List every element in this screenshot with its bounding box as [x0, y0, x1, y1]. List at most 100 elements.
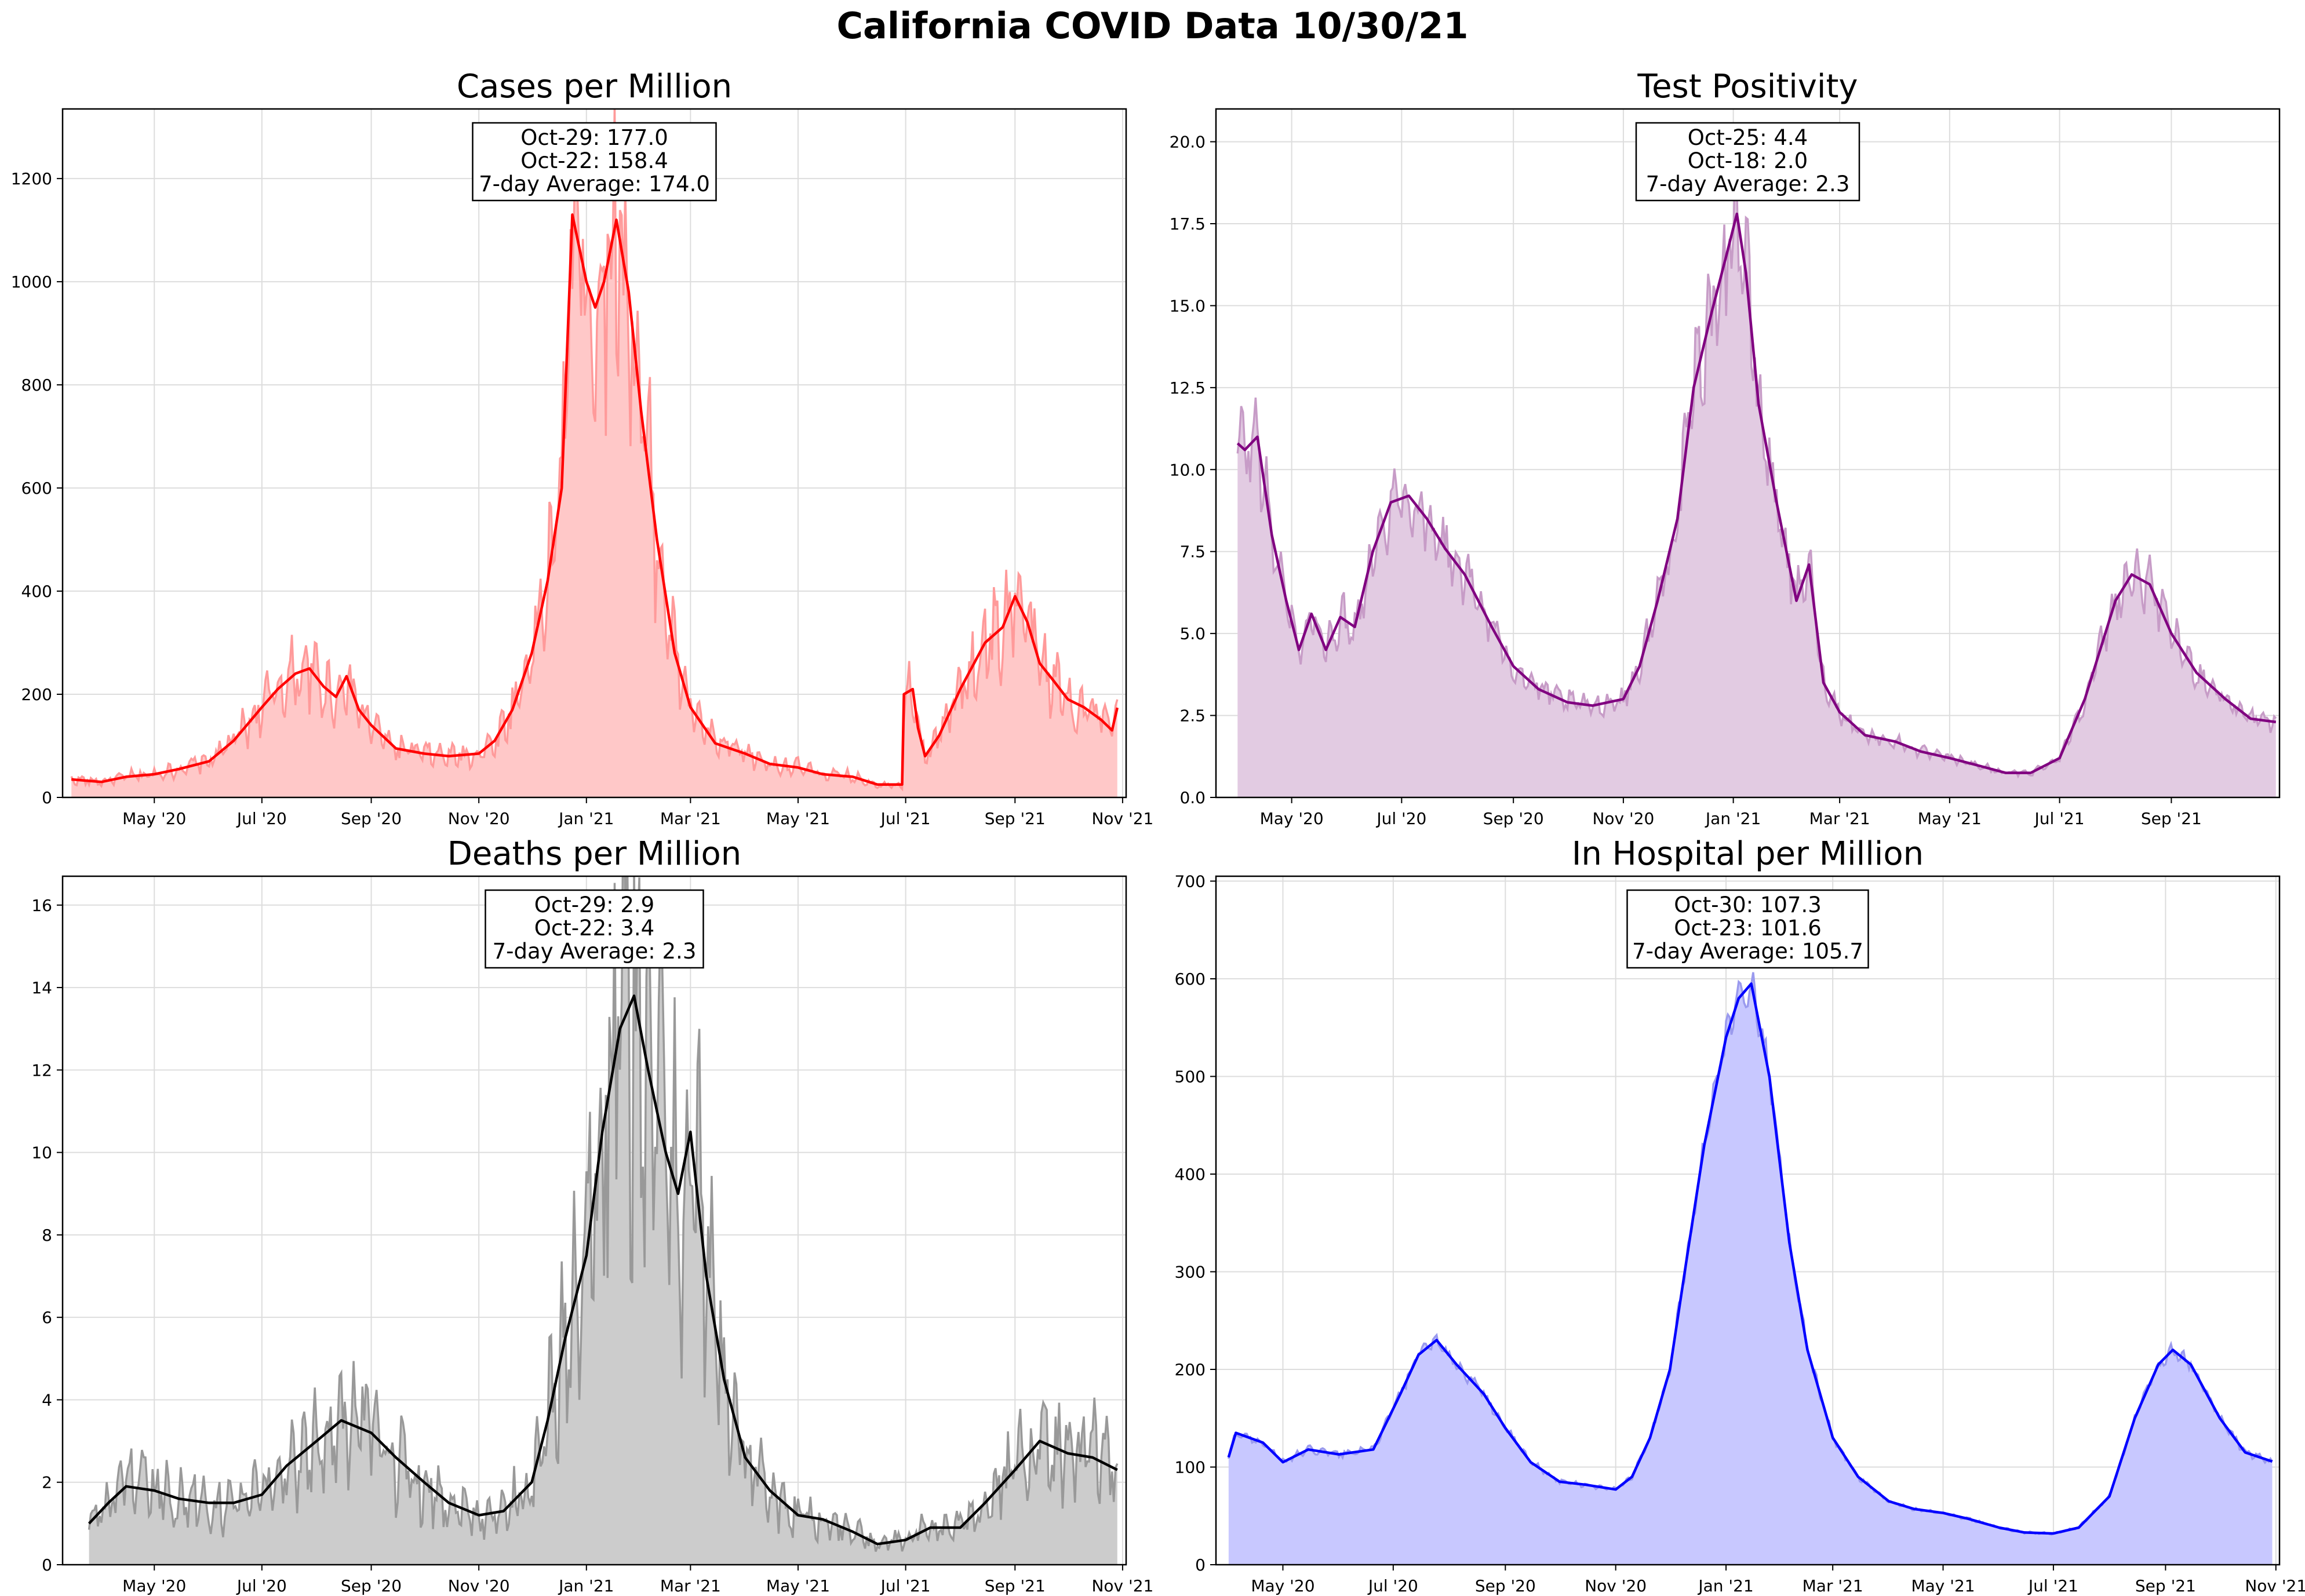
x-tick-label: Jul '20: [236, 809, 287, 828]
annotation-line: 7-day Average: 105.7: [1632, 939, 1863, 964]
y-tick-label: 7.5: [1179, 542, 1206, 562]
x-tick-label: Sep '21: [985, 1576, 1046, 1595]
y-tick-label: 1200: [11, 169, 52, 188]
series-average-line: [1227, 982, 2273, 1535]
annotation-line: Oct-25: 4.4: [1688, 125, 1808, 150]
x-tick-label: Sep '21: [2141, 809, 2202, 828]
y-tick-label: 200: [1175, 1360, 1206, 1379]
y-tick-label: 0: [1195, 1555, 1206, 1575]
annotation-line: 7-day Average: 2.3: [1646, 172, 1850, 196]
annotation-line: Oct-30: 107.3: [1674, 892, 1822, 917]
y-tick-label: 20.0: [1170, 133, 1206, 152]
chart-panel-2: May '20 Jul '20 Sep '20 Nov '20 Jan '21 Mar '…: [1170, 68, 2281, 828]
y-tick-label: 500: [1175, 1067, 1206, 1086]
annotation-line: 7-day Average: 174.0: [479, 172, 710, 196]
annotation-box: [485, 889, 704, 969]
x-tick-label: Jul '20: [236, 1576, 287, 1595]
axis-title: In Hospital per Million: [1572, 835, 1924, 873]
x-tick-label: Jan '21: [558, 1576, 614, 1595]
y-tick-label: 0.0: [1179, 788, 1206, 807]
series-area: [1237, 172, 2276, 797]
annotation-box: [1626, 889, 1869, 969]
series-raw-line: [88, 876, 1119, 1552]
y-tick-label: 100: [1175, 1457, 1206, 1477]
axis-title: Cases per Million: [457, 68, 732, 105]
y-tick-label: 600: [1175, 970, 1206, 989]
x-tick-label: Sep '20: [1475, 1576, 1536, 1595]
x-tick-label: Nov '20: [1592, 809, 1654, 828]
annotation-line: 7-day Average: 2.3: [493, 939, 697, 964]
x-tick-label: Jan '21: [1705, 809, 1761, 828]
figure-title: California COVID Data 10/30/21: [836, 5, 1469, 47]
y-tick-label: 2.5: [1179, 706, 1206, 726]
x-tick-label: Sep '21: [2135, 1576, 2196, 1595]
y-tick-label: 4: [42, 1390, 52, 1409]
y-tick-label: 17.5: [1170, 214, 1206, 234]
x-tick-label: Sep '20: [341, 809, 402, 828]
y-tick-label: 10: [31, 1143, 52, 1163]
series-average-line: [1236, 212, 2277, 774]
series-average-line: [71, 213, 1119, 786]
x-tick-label: Jan '21: [558, 809, 614, 828]
x-tick-label: Jul '20: [1375, 809, 1426, 828]
y-tick-label: 400: [21, 582, 52, 601]
annotation-box: [472, 122, 717, 202]
series-average-line: [88, 994, 1118, 1546]
y-tick-label: 300: [1175, 1262, 1206, 1281]
chart-panel-1: May '20 Jul '20 Sep '20 Nov '20 Jan '21 Mar '…: [11, 68, 1154, 828]
chart-panel-3: May '20 Jul '20 Sep '20 Nov '20 Jan '21 Mar '…: [31, 835, 1153, 1595]
x-tick-label: Sep '21: [985, 809, 1046, 828]
plot-frame: [1215, 108, 2281, 799]
x-tick-label: Jul '21: [2027, 1576, 2078, 1595]
x-tick-label: Jul '21: [880, 809, 931, 828]
plot-frame: [1215, 875, 2281, 1566]
y-tick-label: 400: [1175, 1165, 1206, 1184]
plot-area: [1236, 172, 2277, 797]
plot-frame: [61, 875, 1127, 1566]
plot-frame: [61, 108, 1127, 799]
x-tick-label: Mar '21: [1803, 1576, 1863, 1595]
y-tick-label: 16: [31, 896, 52, 915]
y-tick-label: 600: [21, 479, 52, 498]
annotation-line: Oct-23: 101.6: [1674, 916, 1822, 941]
annotation-line: Oct-29: 2.9: [534, 892, 654, 917]
y-tick-label: 200: [21, 685, 52, 704]
x-tick-label: Jul '21: [880, 1576, 931, 1595]
y-tick-label: 12.5: [1170, 378, 1206, 398]
x-tick-label: Nov '20: [1585, 1576, 1647, 1595]
x-tick-label: Mar '21: [1809, 809, 1870, 828]
annotation-line: Oct-29: 177.0: [520, 125, 668, 150]
plot-area: [1227, 972, 2273, 1565]
x-tick-label: Mar '21: [660, 809, 721, 828]
x-tick-label: Nov '20: [448, 1576, 510, 1595]
y-tick-label: 15.0: [1170, 296, 1206, 315]
series-area: [1228, 972, 2273, 1565]
chart-panel-4: May '20 Jul '20 Sep '20 Nov '20 Jan '21 Mar '…: [1175, 835, 2305, 1595]
annotation-line: Oct-22: 3.4: [534, 916, 654, 941]
x-tick-label: May '20: [122, 809, 186, 828]
series-area: [71, 109, 1117, 797]
x-tick-label: Nov '21: [1091, 809, 1153, 828]
x-tick-label: Mar '21: [660, 1576, 721, 1595]
x-tick-label: May '21: [766, 1576, 830, 1595]
x-tick-label: Jul '20: [1367, 1576, 1418, 1595]
x-tick-label: Jul '21: [2034, 809, 2085, 828]
x-tick-label: May '20: [1260, 809, 1324, 828]
y-tick-label: 5.0: [1179, 624, 1206, 643]
x-tick-label: May '21: [1911, 1576, 1975, 1595]
y-tick-label: 10.0: [1170, 460, 1206, 479]
x-tick-label: Nov '21: [2245, 1576, 2305, 1595]
y-tick-label: 12: [31, 1061, 52, 1080]
series-raw-line: [70, 109, 1119, 792]
x-tick-label: May '21: [1918, 809, 1982, 828]
plot-area: [88, 876, 1119, 1565]
annotation-line: Oct-18: 2.0: [1688, 148, 1808, 173]
axis-title: Deaths per Million: [447, 835, 741, 873]
y-tick-label: 1000: [11, 272, 52, 291]
x-tick-label: Jan '21: [1697, 1576, 1753, 1595]
y-tick-label: 14: [31, 978, 52, 997]
x-tick-label: May '21: [766, 809, 830, 828]
y-tick-label: 2: [42, 1473, 52, 1492]
x-tick-label: Sep '20: [1483, 809, 1544, 828]
